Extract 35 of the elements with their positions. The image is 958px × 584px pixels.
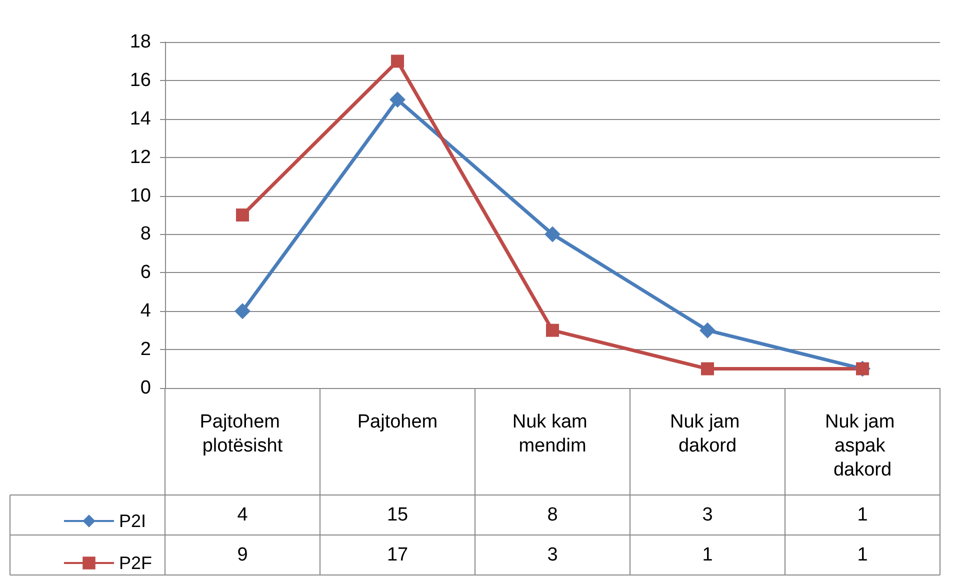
point [234, 303, 250, 320]
x-tick-label: Nuk jam aspak dakord [825, 412, 900, 480]
data-label: 3 [702, 504, 713, 526]
data-label: 9 [237, 544, 248, 566]
y-tick-label: 16 [130, 70, 151, 91]
y-tick-label: 10 [130, 185, 151, 206]
y-tick-label: 4 [140, 300, 152, 322]
data-label: 17 [386, 544, 408, 566]
data-label: 15 [386, 504, 408, 526]
legend-label: P2I [119, 511, 146, 531]
data-label: 1 [857, 544, 868, 566]
x-tick-label: Pajtohem plotësisht [200, 412, 286, 456]
data-label: 1 [702, 544, 713, 566]
point [546, 324, 559, 337]
y-tick-label: 6 [140, 262, 151, 284]
x-tick-label: Nuk jam dakord [670, 412, 745, 456]
point [391, 54, 404, 68]
y-tick-label: 2 [140, 339, 151, 360]
legend-label: P2F [119, 553, 152, 573]
x-tick-label: Pajtohem [357, 412, 438, 432]
point [236, 208, 249, 222]
y-tick-label: 18 [130, 32, 151, 52]
data-label: 4 [237, 504, 248, 526]
y-tick-label: 12 [130, 146, 151, 168]
point [390, 92, 406, 108]
y-tick-label: 0 [140, 378, 151, 398]
x-tick-label: Nuk kam mendim [512, 412, 593, 456]
y-tick-label: 8 [140, 224, 151, 245]
point [701, 362, 714, 376]
point [700, 322, 716, 338]
y-tick-label: 14 [130, 108, 152, 130]
data-label: 8 [547, 504, 558, 526]
data-label: 1 [857, 504, 868, 526]
point [544, 226, 560, 242]
data-label: 3 [547, 544, 558, 566]
